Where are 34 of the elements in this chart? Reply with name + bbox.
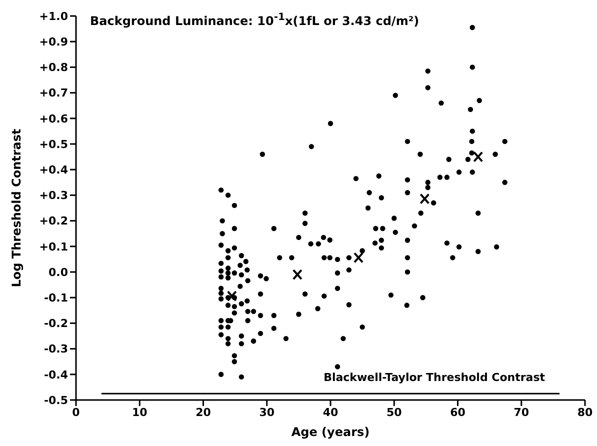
point xyxy=(353,252,364,264)
y-tick-label: -0.1 xyxy=(44,292,68,305)
y-tick-label: 0.0 xyxy=(48,266,68,279)
y-tick-label: +0.2 xyxy=(39,214,68,228)
x-tick-label: 30 xyxy=(259,406,275,419)
y-tick-label: +0.4 xyxy=(39,164,68,177)
x-tick-label: 50 xyxy=(386,406,402,419)
y-tick-label: -0.5 xyxy=(44,394,68,407)
x-axis-title: Age (years) xyxy=(291,425,370,439)
point xyxy=(420,193,430,204)
y-tick-label: +0.6 xyxy=(39,112,68,126)
y-tick-label: +0.1 xyxy=(39,240,68,254)
x-tick-label: 80 xyxy=(577,406,593,419)
y-tick-label: +0.7 xyxy=(39,86,68,100)
chart-title: Background Luminance: 10$^{-1}$x(1fL or 3.43 cd/m²) xyxy=(90,12,420,28)
y-tick-label: +0.5 xyxy=(39,138,68,151)
series-label: Blackwell-Taylor Threshold Contrast xyxy=(324,371,546,384)
x-tick-label: 10 xyxy=(132,406,148,419)
point xyxy=(226,290,237,302)
x-tick-label: 60 xyxy=(450,406,466,419)
point xyxy=(473,151,484,162)
y-tick-label: +0.9 xyxy=(39,36,68,49)
y-tick-label: +0.8 xyxy=(39,61,68,74)
x-tick-label: 40 xyxy=(322,406,338,419)
x-tick-label: 20 xyxy=(196,406,212,419)
y-axis-title: Log Threshold Contrast xyxy=(9,128,24,288)
y-tick-label: +1.0 xyxy=(39,10,68,23)
point xyxy=(292,269,302,280)
y-tick-label: -0.2 xyxy=(44,317,68,330)
x-tick-label: 0 xyxy=(72,406,80,419)
x-tick-label: 70 xyxy=(514,406,530,419)
y-tick-label: +0.3 xyxy=(39,189,68,202)
y-tick-label: -0.3 xyxy=(44,342,68,356)
y-tick-label: -0.4 xyxy=(44,368,68,382)
